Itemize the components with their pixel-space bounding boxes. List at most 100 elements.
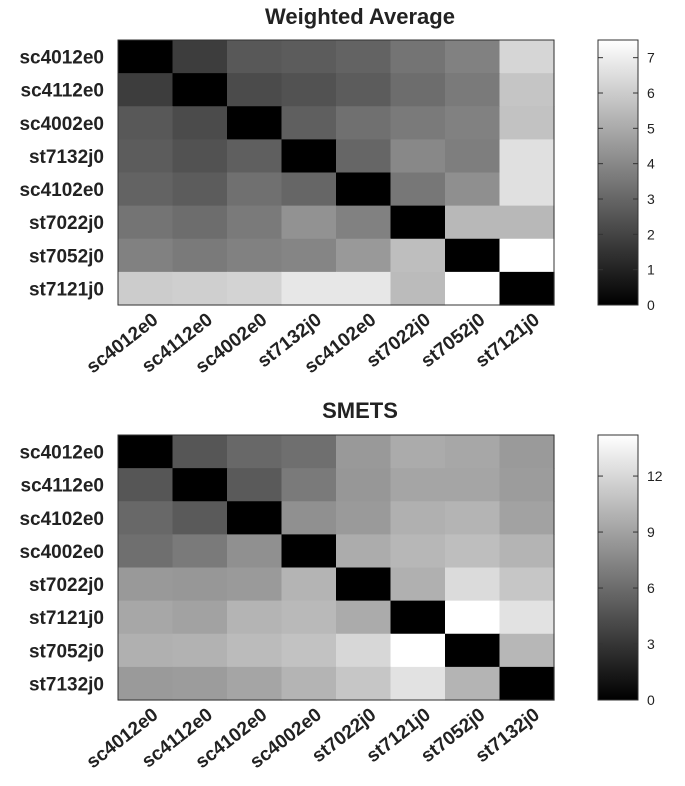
heatmap-cell — [118, 172, 174, 207]
heatmap-cell — [118, 666, 174, 701]
colorbar-tick-label: 3 — [647, 191, 655, 207]
heatmap-cell — [390, 534, 446, 569]
heatmap-cell — [172, 205, 228, 240]
heatmap-cell — [499, 567, 555, 602]
colorbar-tick-label: 6 — [647, 85, 655, 101]
heatmap-cell — [336, 633, 392, 668]
heatmap-cell — [390, 172, 446, 207]
heatmap-cell — [118, 534, 174, 569]
heatmap-cell — [336, 172, 392, 207]
heatmap-cell — [336, 271, 392, 306]
heatmap-cell — [499, 139, 555, 174]
heatmap-cell — [118, 73, 174, 107]
heatmap-cell — [118, 501, 174, 535]
heatmap-cell — [172, 73, 228, 107]
colorbar-tick-label: 9 — [647, 524, 655, 540]
heatmap-cell — [227, 271, 283, 306]
heatmap-cell — [281, 666, 337, 701]
heatmap-cell — [336, 468, 392, 502]
colorbar-tick-label: 5 — [647, 120, 655, 136]
heatmap-cell — [445, 633, 501, 668]
heatmap-cell — [172, 666, 228, 701]
heatmap-cell — [390, 600, 446, 635]
heatmap-cell — [172, 139, 228, 174]
heatmap-cell — [172, 633, 228, 668]
heatmap-cell — [281, 435, 337, 469]
heatmap-cell — [172, 468, 228, 502]
heatmap-cell — [390, 106, 446, 140]
heatmap-cell — [445, 106, 501, 140]
row-tick-label: st7121j0 — [29, 608, 104, 629]
heatmap-cell — [227, 600, 283, 635]
heatmap-cell — [445, 435, 501, 469]
heatmap-cell — [336, 666, 392, 701]
heatmap-cell — [336, 139, 392, 174]
row-tick-label: st7132j0 — [29, 674, 104, 695]
heatmap-cell — [281, 139, 337, 174]
heatmap-cell — [336, 600, 392, 635]
heatmap-cell — [281, 534, 337, 569]
heatmap-cell — [445, 534, 501, 569]
heatmap-cell — [499, 172, 555, 207]
heatmap-cell — [499, 666, 555, 701]
heatmap-cell — [390, 666, 446, 701]
heatmap-cell — [445, 666, 501, 701]
heatmap-cell — [336, 40, 392, 74]
colorbar-tick-label: 3 — [647, 636, 655, 652]
heatmap-cell — [499, 435, 555, 469]
heatmap-cell — [336, 238, 392, 273]
heatmap-cell — [281, 271, 337, 306]
heatmap-cell — [281, 106, 337, 140]
heatmap-cell — [445, 172, 501, 207]
colorbar-tick-label: 6 — [647, 580, 655, 596]
heatmap-cell — [445, 205, 501, 240]
heatmap-cell — [445, 600, 501, 635]
row-tick-label: st7121j0 — [29, 279, 104, 300]
heatmap-cell — [227, 567, 283, 602]
heatmap-2: SMETS sc4012e0 sc4112e0 sc4102e0 sc4002e0 st7… — [19, 398, 662, 773]
heatmap-cell — [499, 534, 555, 569]
heatmap-1: Weighted Average sc4012e0 sc4112e0 sc4002e0… — [19, 4, 655, 378]
heatmap-cell — [172, 106, 228, 140]
heatmap-cell — [118, 205, 174, 240]
heatmap-cell — [499, 468, 555, 502]
row-tick-label: st7022j0 — [29, 213, 104, 234]
heatmap-cell — [281, 73, 337, 107]
heatmap-cell — [336, 73, 392, 107]
heatmap-cell — [390, 435, 446, 469]
heatmap-cell — [281, 172, 337, 207]
heatmap-cell — [227, 435, 283, 469]
heatmap-cell — [499, 501, 555, 535]
heatmap-cell — [390, 73, 446, 107]
heatmap-cell — [172, 534, 228, 569]
heatmap-cell — [227, 139, 283, 174]
heatmap-cell — [499, 73, 555, 107]
heatmap-cell — [499, 106, 555, 140]
heatmap-cell — [281, 468, 337, 502]
colorbar-gradient — [598, 40, 638, 305]
colorbar-tick-label: 7 — [647, 50, 655, 66]
heatmap-cell — [281, 567, 337, 602]
row-tick-label: st7052j0 — [29, 246, 104, 267]
heatmap-cell — [227, 501, 283, 535]
heatmap-cell — [227, 73, 283, 107]
colorbar-frame — [597, 39, 639, 306]
heatmap-cell — [336, 501, 392, 535]
heatmap-cell — [390, 271, 446, 306]
heatmap-cell — [227, 666, 283, 701]
heatmap-cell — [336, 205, 392, 240]
heatmap-cell — [390, 139, 446, 174]
heatmap-cell — [172, 501, 228, 535]
heatmap-cell — [281, 633, 337, 668]
heatmap-cell — [445, 468, 501, 502]
colorbar-tick-label: 1 — [647, 262, 655, 278]
colorbar-tick-label: 2 — [647, 226, 655, 242]
heatmap-cell — [445, 139, 501, 174]
row-tick-label: sc4002e0 — [19, 114, 104, 135]
row-tick-label: sc4002e0 — [19, 542, 104, 563]
heatmap-cell — [227, 172, 283, 207]
heatmap-cell — [390, 501, 446, 535]
row-tick-label: sc4112e0 — [21, 476, 105, 497]
heatmap-cell — [445, 238, 501, 273]
